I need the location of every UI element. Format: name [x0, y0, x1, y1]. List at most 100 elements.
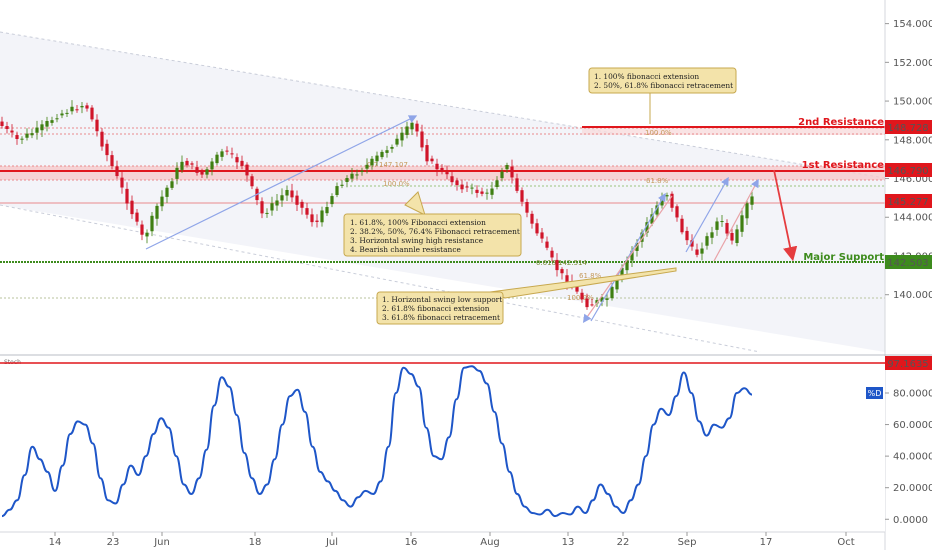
candle-body: [750, 196, 754, 205]
candle-body: [50, 120, 54, 123]
candle-body: [515, 178, 519, 191]
stoch-legend-text: %D: [868, 389, 882, 398]
candle-body: [745, 203, 749, 219]
candle-body: [130, 200, 134, 215]
candle-body: [85, 105, 89, 109]
candle-body: [140, 224, 144, 235]
candle-body: [260, 201, 264, 214]
candle-body: [420, 131, 424, 148]
candle-body: [290, 190, 294, 198]
time-tick-label: 14: [49, 537, 62, 548]
candle-body: [485, 192, 489, 194]
fib-label-1: 100.0%: [645, 129, 672, 137]
annotation-3-line-1: 1. Horizontal swing low support: [382, 295, 502, 304]
fib-label-7: 142.514: [558, 259, 587, 267]
candle-body: [35, 127, 39, 133]
time-tick-label: 16: [405, 537, 418, 548]
annotation-box-2[interactable]: 1. 61.8%, 100% Fibonacci extension 2. 38…: [343, 191, 522, 257]
candle-body: [280, 195, 284, 201]
candle-body: [265, 212, 269, 214]
candle-body: [680, 218, 684, 233]
annotation-2-line-2: 2. 38.2%, 50%, 76.4% Fibonacci retraceme…: [350, 227, 520, 236]
candle-body: [580, 292, 584, 300]
time-tick-label: 13: [562, 537, 575, 548]
tag-146-text: 146.790: [887, 166, 928, 177]
candle-body: [730, 233, 734, 241]
candles-layer: [0, 100, 754, 310]
candle-body: [665, 195, 669, 197]
candle-body: [15, 135, 19, 140]
candle-body: [190, 163, 194, 165]
candle-body: [715, 221, 719, 230]
candle-body: [525, 202, 529, 213]
candle-body: [215, 154, 219, 164]
candle-body: [165, 187, 169, 197]
candle-body: [385, 150, 389, 153]
candle-body: [160, 196, 164, 207]
candle-body: [415, 123, 419, 132]
second-resistance-label: 2nd Resistance: [798, 117, 884, 128]
candle-body: [605, 298, 609, 300]
candle-body: [60, 113, 64, 116]
major-support-label: Major Support: [803, 252, 884, 263]
fib-label-3: 147.107: [379, 161, 408, 169]
time-tick-label: 23: [107, 537, 120, 548]
candle-body: [375, 155, 379, 162]
candle-body: [225, 150, 229, 152]
candle-body: [30, 133, 34, 136]
candle-body: [95, 119, 99, 132]
price-tick-label: 146.000: [893, 174, 932, 185]
candle-body: [145, 232, 149, 237]
annotation-1-line-2: 2. 50%, 61.8% fibonacci retracement: [594, 81, 733, 90]
annotation-box-3[interactable]: 1. Horizontal swing low support 2. 61.8%…: [376, 267, 677, 325]
price-scale[interactable]: [885, 0, 932, 550]
annotation-3-line-3: 3. 61.8% fibonacci retracement: [382, 313, 500, 322]
swing-arrow-1: [145, 115, 418, 250]
swing-arrow-5: [713, 178, 759, 262]
stoch-pane[interactable]: [0, 356, 885, 532]
candle-body: [55, 118, 59, 120]
candle-body: [700, 248, 704, 254]
time-tick-label: 17: [760, 537, 773, 548]
candle-body: [195, 167, 199, 173]
candle-body: [500, 171, 504, 179]
candle-body: [335, 186, 339, 195]
swing-arrow-4: [685, 176, 729, 253]
fib-label-8: 61.8%: [579, 272, 602, 280]
price-tick-label: 144.000: [893, 213, 932, 224]
time-axis[interactable]: 14 23 Jun 18 Jul 16 Aug 13 22 Sep 17 Oct: [49, 532, 855, 548]
swing-arrow-3: [582, 195, 673, 323]
annotation-box-1[interactable]: 1. 100% fibonacci extension 2. 50%, 61.8…: [588, 67, 737, 124]
candle-body: [0, 121, 4, 126]
candle-body: [555, 259, 559, 271]
candle-body: [650, 214, 654, 224]
candle-body: [245, 164, 249, 176]
candle-body: [540, 232, 544, 239]
tag-145: [885, 194, 932, 208]
second-resistance-zone: [582, 127, 885, 135]
candle-body: [25, 133, 29, 138]
candle-body: [80, 105, 84, 108]
candle-body: [120, 177, 124, 188]
candle-body: [275, 200, 279, 206]
candle-body: [230, 153, 234, 155]
candle-body: [460, 184, 464, 190]
candle-body: [390, 146, 394, 149]
candle-body: [170, 181, 174, 188]
candle-body: [380, 151, 384, 158]
candle-body: [445, 172, 449, 175]
candle-body: [625, 260, 629, 271]
candle-body: [720, 221, 724, 223]
candle-body: [670, 193, 674, 208]
candle-body: [550, 250, 554, 258]
candle-body: [465, 186, 469, 188]
candle-body: [490, 188, 494, 195]
candle-body: [105, 143, 109, 156]
candle-body: [295, 195, 299, 205]
candle-body: [350, 173, 354, 179]
candle-body: [125, 188, 129, 204]
candle-body: [430, 158, 434, 162]
candle-body: [440, 167, 444, 171]
candle-body: [10, 130, 14, 133]
